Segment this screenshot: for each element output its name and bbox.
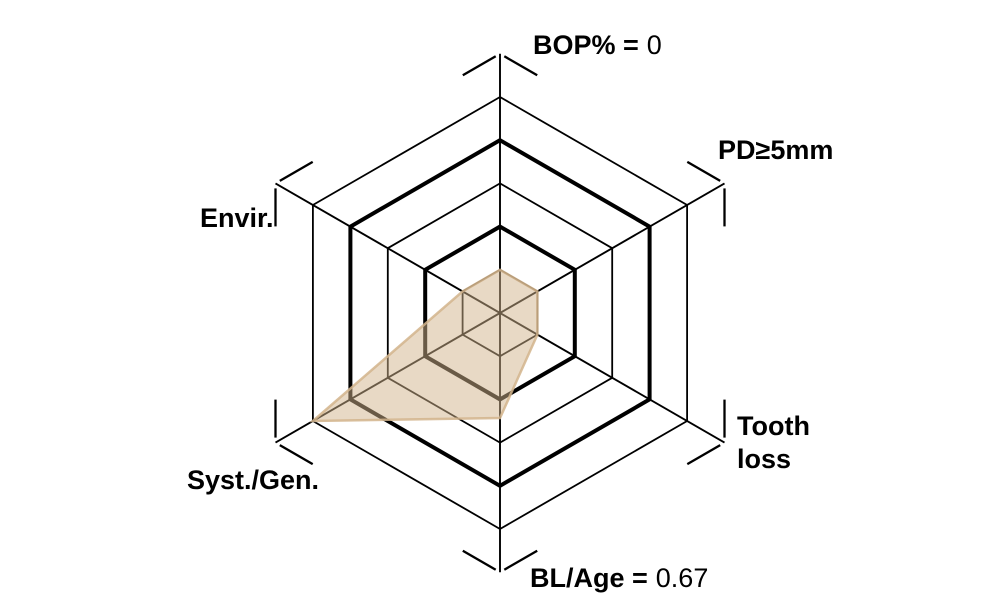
- axis-label-text: BOP% =: [533, 30, 639, 60]
- axis-value-text: 0.67: [655, 563, 709, 593]
- axis-label-text: Syst./Gen.: [187, 465, 320, 495]
- axis-label-pd: PD≥5mm: [718, 137, 833, 164]
- axis-label-bop: BOP% = 0: [533, 32, 662, 59]
- axis-end-tick: [686, 160, 721, 182]
- data-polygon: [309, 268, 539, 423]
- axis-label-text: BL/Age =: [530, 563, 648, 593]
- axis-end-tick: [503, 549, 538, 571]
- axis-value-text: 0: [646, 30, 662, 60]
- axis-label-bl-age: BL/Age = 0.67: [530, 565, 708, 592]
- axis-end-tick: [503, 55, 538, 77]
- axis-label-tooth-loss: Tooth loss: [737, 410, 810, 476]
- axis-end-tick: [686, 444, 721, 466]
- axis-label-text: Tooth: [737, 411, 810, 441]
- axis-label-envir: Envir.: [200, 205, 274, 232]
- axis-label-syst-gen: Syst./Gen.: [187, 467, 319, 494]
- axis-end-tick: [462, 55, 497, 77]
- axis-label-text: loss: [737, 444, 792, 474]
- axis-label-text: Envir.: [200, 203, 274, 233]
- axis-label-text: PD≥5mm: [718, 135, 834, 165]
- axis-end-tick: [462, 549, 497, 571]
- axis-end-tick: [279, 160, 314, 182]
- axis-end-tick: [279, 444, 314, 466]
